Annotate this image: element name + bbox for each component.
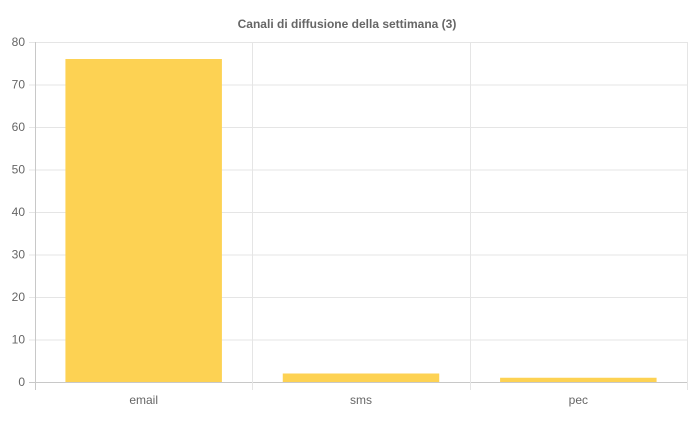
y-tick-label: 80 <box>12 35 26 49</box>
x-tick-label: email <box>129 393 158 407</box>
bar-pec[interactable] <box>500 377 657 382</box>
tick-labels: 0 10 20 30 40 50 60 70 80 email sms pec <box>12 35 588 407</box>
y-tick-label: 30 <box>12 248 26 262</box>
bar-email[interactable] <box>65 59 222 382</box>
y-tick-label: 40 <box>12 205 26 219</box>
x-tick-label: sms <box>350 393 372 407</box>
y-tick-label: 0 <box>18 375 25 389</box>
bars <box>65 59 657 383</box>
y-tick-label: 20 <box>12 290 26 304</box>
bar-sms[interactable] <box>282 373 440 383</box>
x-tick-label: pec <box>569 393 588 407</box>
y-tick-label: 10 <box>12 333 26 347</box>
y-tick-label: 50 <box>12 163 26 177</box>
y-tick-label: 70 <box>12 78 26 92</box>
chart-title: Canali di diffusione della settimana (3) <box>238 17 457 31</box>
y-tick-label: 60 <box>12 120 26 134</box>
